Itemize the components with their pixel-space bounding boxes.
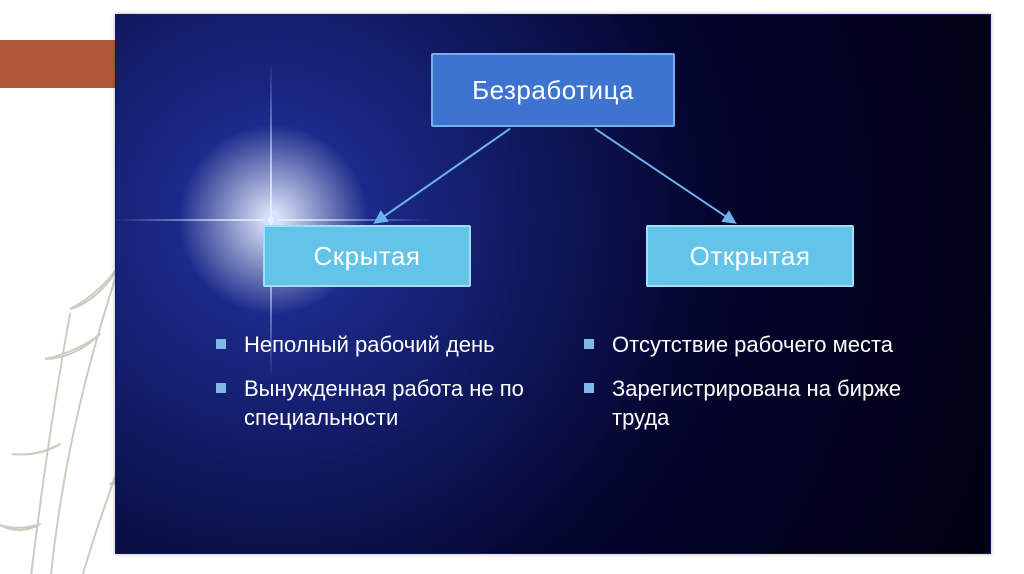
slide: Безработица Скрытая Открытая Неполный ра…: [115, 14, 991, 554]
node-root: Безработица: [431, 53, 675, 127]
node-open-label: Открытая: [690, 241, 811, 272]
list-item: Зарегистрирована на бирже труда: [584, 374, 914, 433]
node-hidden: Скрытая: [263, 225, 471, 287]
stage: Безработица Скрытая Открытая Неполный ра…: [0, 0, 1024, 574]
bullet-text: Вынужденная работа не по специальности: [244, 376, 524, 431]
edge-root-open: [595, 129, 734, 223]
edge-root-hidden: [376, 129, 511, 223]
bullets-open: Отсутствие рабочего места Зарегистрирова…: [584, 330, 914, 447]
bullet-text: Зарегистрирована на бирже труда: [612, 376, 901, 431]
list-item: Отсутствие рабочего места: [584, 330, 914, 360]
lens-flare: [271, 220, 273, 222]
list-item: Вынужденная работа не по специальности: [216, 374, 546, 433]
bullet-text: Неполный рабочий день: [244, 332, 495, 357]
node-hidden-label: Скрытая: [314, 241, 421, 272]
node-open: Открытая: [646, 225, 854, 287]
node-root-label: Безработица: [472, 75, 634, 106]
bullets-hidden: Неполный рабочий день Вынужденная работа…: [216, 330, 546, 447]
accent-bar: [0, 40, 115, 88]
bullet-text: Отсутствие рабочего места: [612, 332, 893, 357]
list-item: Неполный рабочий день: [216, 330, 546, 360]
